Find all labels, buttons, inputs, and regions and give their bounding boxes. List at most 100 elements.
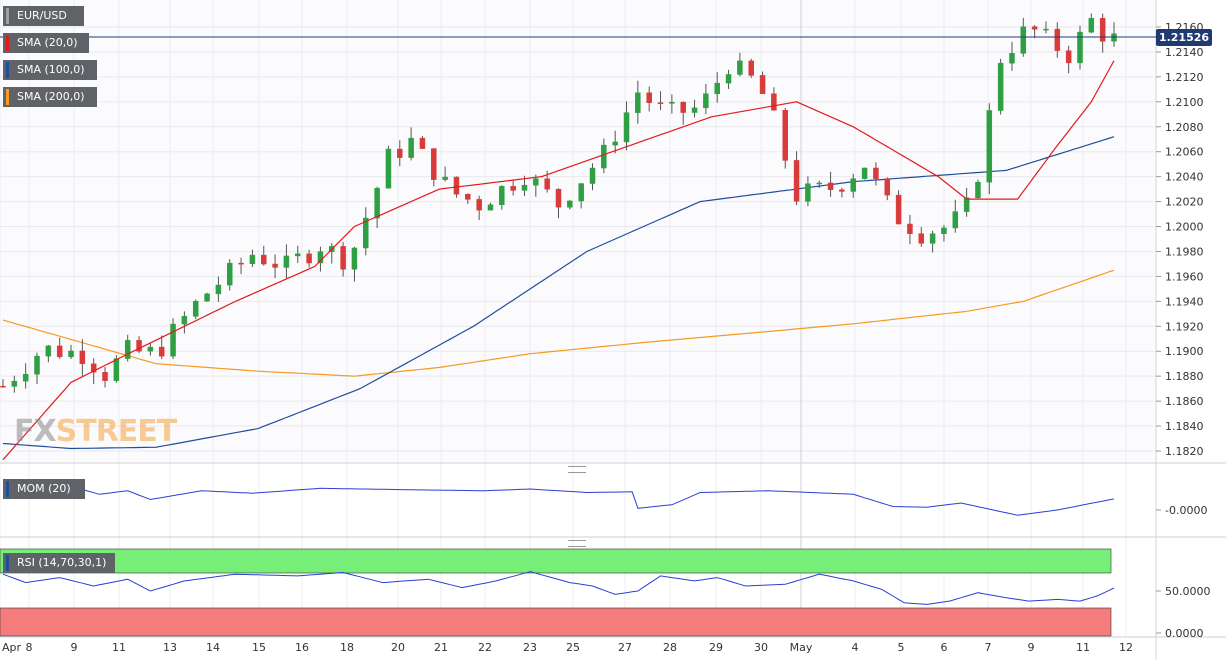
candle-body: [363, 217, 369, 249]
date-tick-label: 11: [1076, 641, 1090, 654]
candle-body: [351, 247, 358, 270]
candle-body: [703, 93, 709, 109]
sma200-legend[interactable]: SMA (200,0): [3, 87, 97, 107]
candle-body: [975, 181, 981, 199]
candle-body: [283, 255, 290, 268]
date-tick-label: 29: [709, 641, 723, 654]
candle-body: [158, 346, 165, 357]
candle-body: [249, 254, 256, 265]
candle-body: [408, 137, 414, 158]
candle-body: [771, 93, 777, 111]
candle-body: [1043, 28, 1049, 31]
candle-body: [317, 251, 324, 264]
last-price-tag: 1.21526: [1156, 29, 1212, 46]
sma20-line: [2, 60, 1115, 461]
candle-body: [68, 350, 74, 358]
date-tick-label: 14: [206, 641, 220, 654]
price-tick-label: 1.2140: [1165, 46, 1204, 59]
rsi-tick-label: 0.0000: [1165, 627, 1204, 640]
date-tick-label: May: [790, 641, 813, 654]
symbol-label[interactable]: EUR/USD: [3, 6, 84, 26]
candle-body: [907, 223, 913, 234]
price-tick-label: 1.1840: [1165, 420, 1204, 433]
candle-body: [79, 350, 86, 365]
rsi-oversold-band: [0, 607, 1112, 637]
date-tick-label: 6: [941, 641, 948, 654]
candle-body: [895, 194, 902, 225]
sma100-legend[interactable]: SMA (100,0): [3, 60, 97, 80]
rsi-legend[interactable]: RSI (14,70,30,1): [3, 553, 115, 573]
date-tick-label: 7: [985, 641, 992, 654]
candle-body: [374, 187, 380, 219]
candle-body: [397, 148, 403, 158]
candle-body: [272, 263, 278, 268]
candle-body: [306, 253, 312, 264]
rsi-color-marker: [6, 555, 9, 571]
date-tick-label: 30: [754, 641, 768, 654]
panel-resize-handle-mom[interactable]: [568, 466, 586, 473]
date-tick-label: 11: [112, 641, 126, 654]
candle-body: [181, 316, 188, 325]
sma20-legend[interactable]: SMA (20,0): [3, 33, 89, 53]
price-panel[interactable]: [0, 0, 1156, 462]
candle-body: [555, 188, 562, 208]
date-axis-ticks: Apr 8 9 11 13 14 15 16 18 20 21 22 23 25 27 28 29 30 May 4 5…: [2, 641, 1133, 654]
candle-body: [567, 200, 573, 208]
sma20-legend-text: SMA (20,0): [17, 36, 78, 49]
candle-body: [623, 112, 630, 143]
date-tick-label: Apr: [2, 641, 22, 654]
mom-legend[interactable]: MOM (20): [3, 479, 85, 499]
candle-body: [997, 62, 1004, 111]
sma100-legend-text: SMA (100,0): [17, 63, 85, 76]
date-tick-label: 25: [566, 641, 580, 654]
mom-path: [2, 479, 1115, 516]
price-tick-label: 1.1900: [1165, 345, 1204, 358]
date-tick-label: 21: [434, 641, 448, 654]
rsi-legend-text: RSI (14,70,30,1): [17, 556, 107, 569]
date-tick-label: 22: [478, 641, 492, 654]
candle-body: [22, 373, 29, 382]
candle-body: [918, 233, 925, 244]
date-tick-label: 15: [252, 641, 266, 654]
candle-body: [102, 371, 108, 381]
candle-body: [669, 102, 675, 104]
sma20-color-marker: [6, 35, 9, 51]
candle-body: [612, 141, 618, 146]
candle-body: [170, 323, 176, 357]
candle-body: [533, 178, 539, 186]
candle-body: [759, 75, 766, 94]
sma200-color-marker: [6, 89, 9, 105]
panel-resize-handle-rsi[interactable]: [568, 540, 586, 547]
candle-body: [589, 167, 596, 184]
candle-body: [805, 183, 811, 202]
price-tick-label: 1.1920: [1165, 320, 1204, 333]
candle-body: [0, 385, 6, 388]
sma100-path: [2, 136, 1115, 450]
candle-body: [476, 199, 482, 211]
candle-body: [782, 109, 788, 161]
candle-body: [34, 355, 40, 375]
date-tick-label: 28: [663, 641, 677, 654]
candle-body: [238, 262, 244, 265]
candle-body: [226, 262, 233, 286]
candle-body: [136, 340, 142, 352]
price-tick-label: 1.2040: [1165, 171, 1204, 184]
price-tick-label: 1.2060: [1165, 146, 1204, 159]
sma100-line: [2, 136, 1115, 450]
candle-body: [1065, 50, 1072, 64]
momentum-line: [2, 479, 1115, 516]
date-tick-label: 18: [340, 641, 354, 654]
date-tick-label: 27: [618, 641, 632, 654]
symbol-color-marker: [6, 8, 9, 24]
price-tick-label: 1.1940: [1165, 295, 1204, 308]
candle-body: [499, 186, 505, 206]
candle-body: [691, 107, 698, 113]
price-tick-label: 1.2000: [1165, 221, 1204, 234]
candle-body: [385, 148, 392, 189]
candle-body: [941, 227, 947, 234]
price-tick-label: 1.1960: [1165, 270, 1204, 283]
candle-body: [260, 254, 267, 265]
candle-body: [714, 82, 720, 94]
